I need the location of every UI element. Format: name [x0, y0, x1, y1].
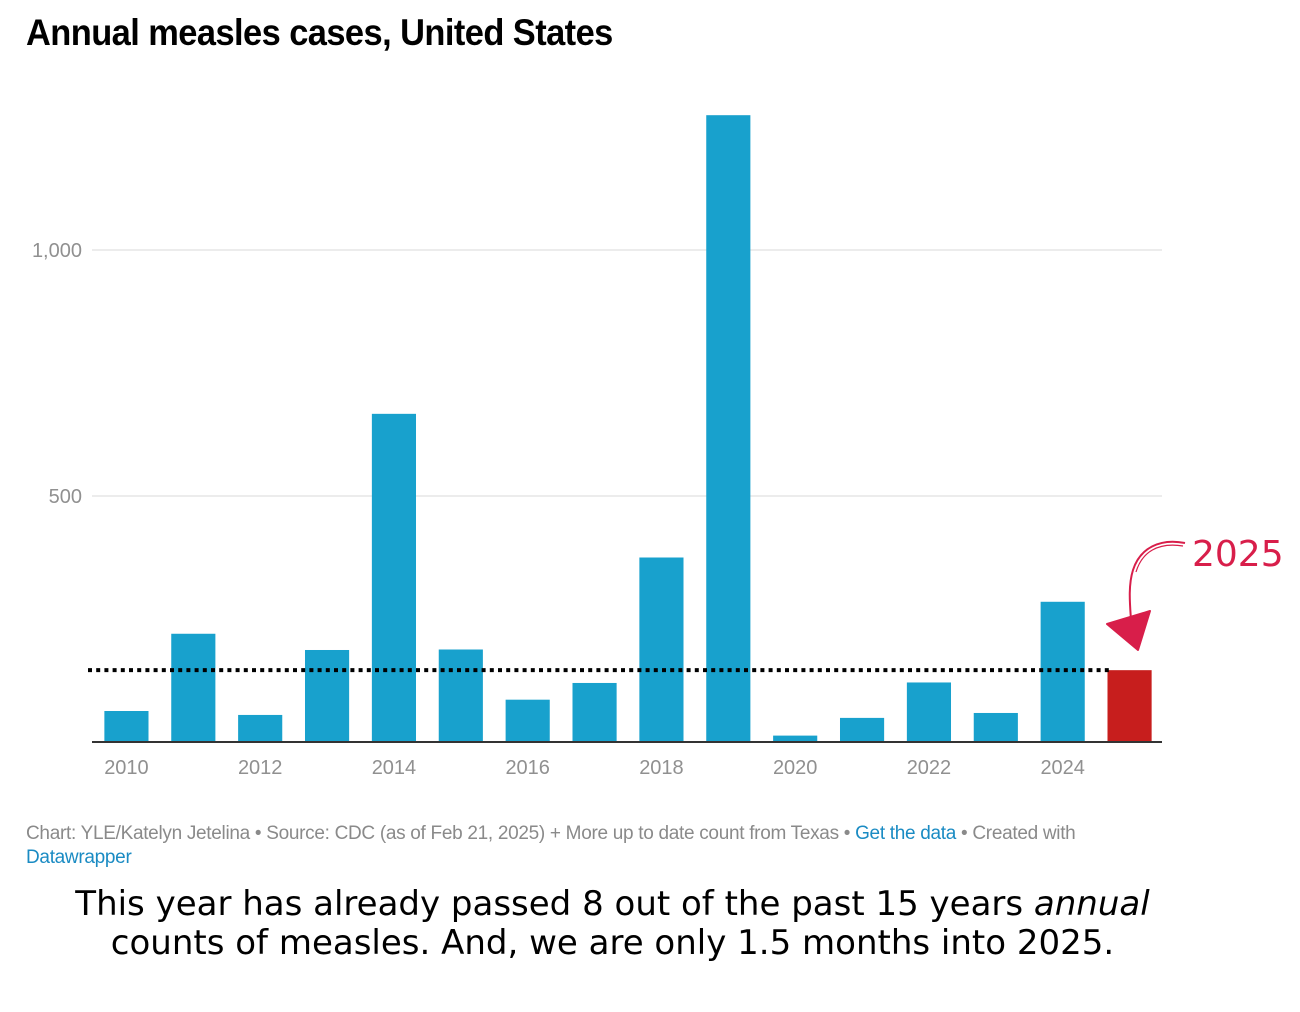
gridlines [92, 249, 1162, 497]
bar-2012 [238, 714, 283, 742]
y-tick-label: 1,000 [32, 240, 82, 262]
bar-2025 [1107, 670, 1152, 742]
annotation-label: 2025 [1192, 534, 1284, 575]
chart-title: Annual measles cases, United States [26, 12, 613, 53]
y-tick-label: 500 [49, 486, 82, 508]
bar-2022 [906, 682, 952, 742]
bar-2011 [171, 633, 216, 742]
bar-2023 [973, 712, 1018, 742]
x-tick-label: 2024 [1040, 757, 1085, 779]
footer-created-with: • Created with [956, 823, 1076, 844]
x-tick-label: 2010 [104, 757, 149, 779]
bar-2018 [639, 557, 684, 742]
bars [104, 115, 1152, 742]
caption-part1: This year has already passed 8 out of th… [75, 884, 1024, 924]
bar-2017 [572, 682, 617, 742]
footer-credit: Chart: YLE/Katelyn Jetelina • Source: CD… [26, 823, 856, 844]
x-tick-label: 2014 [372, 757, 417, 779]
x-tick-label: 2022 [907, 757, 952, 779]
bar-2013 [304, 649, 350, 742]
x-axis-ticks: 2010 2012 2014 2016 2018 2020 2022 2024 [104, 757, 1085, 779]
bar-chart: 500 1,000 2010 2012 2014 2016 2018 2020 2022 202… [32, 115, 1284, 779]
caption-part2: counts of measles. And, we are only 1.5 … [110, 923, 1115, 963]
bar-2020 [773, 735, 818, 742]
caption-text: This year has already passed 8 out of th… [60, 885, 1165, 963]
datawrapper-link[interactable]: Datawrapper [26, 847, 132, 868]
y-axis-ticks: 500 1,000 [32, 240, 82, 508]
bar-2024 [1040, 601, 1085, 742]
bar-2021 [839, 717, 885, 742]
x-tick-label: 2020 [773, 757, 818, 779]
annotation-2025: 2025 [1106, 534, 1284, 651]
x-tick-label: 2012 [238, 757, 283, 779]
annotation-arrow-shaft-echo [1135, 544, 1184, 573]
bar-2016 [505, 699, 550, 742]
chart-footer: Chart: YLE/Katelyn Jetelina • Source: CD… [26, 822, 1176, 870]
caption-italic: annual [1033, 884, 1150, 924]
bar-2014 [371, 413, 417, 742]
annotation-arrow-icon [1128, 540, 1186, 621]
bar-2010 [104, 711, 149, 742]
bar-2019 [706, 115, 751, 742]
x-tick-label: 2016 [505, 757, 550, 779]
bar-2015 [438, 649, 483, 742]
get-the-data-link[interactable]: Get the data [855, 823, 957, 844]
x-tick-label: 2018 [639, 757, 684, 779]
annotation-arrowhead-icon [1106, 610, 1151, 651]
